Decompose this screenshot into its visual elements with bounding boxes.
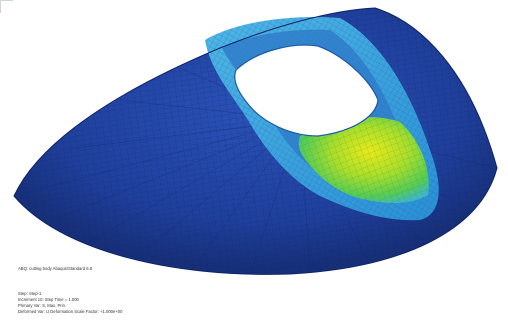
status-increment: Increment 10: Step Time = 1.000 — [18, 297, 79, 302]
viewport-status-block: Step: Step-1 Increment 10: Step Time = 1… — [18, 291, 122, 315]
viewport-caption: ABQ: cutting body Abaqus/Standard 6.8 — [18, 266, 93, 271]
status-primary-var: Primary Var: S, Max. Prin. — [18, 303, 67, 308]
viewport-corner-icon — [0, 0, 13, 13]
cutout-hole — [234, 45, 378, 136]
status-step: Step: Step-1 — [18, 291, 42, 296]
status-deformed-var: Deformed Var: U Deformation Scale Factor… — [18, 309, 123, 314]
